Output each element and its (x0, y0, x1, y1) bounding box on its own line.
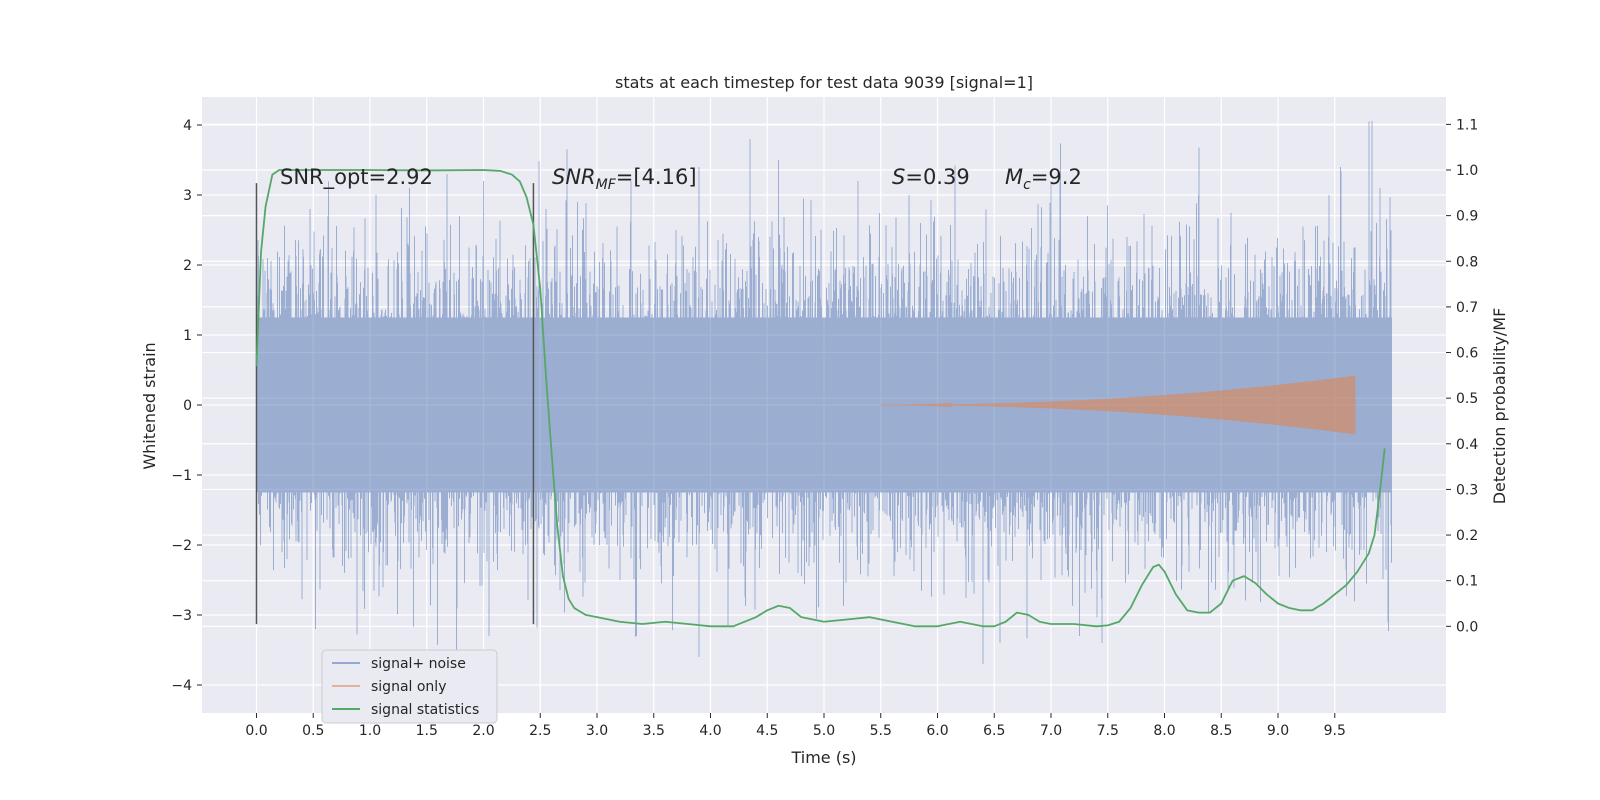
x-tick-label: 2.5 (529, 723, 551, 739)
legend-label-signal-only: signal only (371, 679, 446, 695)
x-tick-label: 0.5 (302, 723, 324, 739)
legend: signal+ noise signal only signal statist… (321, 649, 498, 724)
y-tick-label: 3 (183, 188, 192, 204)
annotation-s-symbol: S (892, 165, 905, 189)
y-tick-label: −3 (171, 608, 192, 624)
x-axis-label: Time (s) (790, 748, 856, 767)
y-tick-label: −4 (171, 678, 192, 694)
series-signal-only (880, 375, 1356, 435)
x-tick-label: 8.0 (1153, 723, 1175, 739)
y-tick-label: 0 (183, 398, 192, 414)
x-tick-label: 5.5 (870, 723, 892, 739)
y-tick-label: −1 (171, 468, 192, 484)
x-tick-label: 4.5 (756, 723, 778, 739)
y2-tick-label: 1.0 (1456, 163, 1478, 179)
annotation-snr-opt: SNR_opt=2.92 (280, 165, 433, 190)
x-tick-label: 7.5 (1097, 723, 1119, 739)
y-tick-label: 1 (183, 328, 192, 344)
series-signal-statistics (255, 169, 1386, 628)
x-tick-label: 6.0 (926, 723, 948, 739)
y-tick-label: −2 (171, 538, 192, 554)
y2-tick-label: 0.0 (1456, 619, 1478, 635)
legend-box (321, 649, 498, 724)
y2-tick-label: 0.3 (1456, 482, 1478, 498)
y-axis-label: Whitened strain (140, 342, 159, 469)
y2-ticks: 0.0 0.1 0.2 0.3 0.4 0.5 0.6 0.7 0.8 0.9 1.0 1.1 (1446, 117, 1478, 635)
x-tick-label: 9.0 (1267, 723, 1289, 739)
legend-label-signal-statistics: signal statistics (371, 702, 479, 718)
signal-only-trace (880, 375, 1356, 435)
y2-tick-label: 0.8 (1456, 254, 1478, 270)
x-tick-label: 3.0 (586, 723, 608, 739)
marker-lines (255, 183, 535, 625)
y-ticks: −4 −3 −2 −1 0 1 2 3 4 (171, 118, 202, 694)
annotation-snr-mf: SNRMF=[4.16] (552, 165, 697, 193)
y-tick-label: 4 (183, 118, 192, 134)
x-tick-label: 3.5 (643, 723, 665, 739)
x-tick-label: 9.5 (1324, 723, 1346, 739)
x-tick-label: 1.5 (416, 723, 438, 739)
annotation-mc-symbol: M (1005, 165, 1023, 189)
annotation-mc: Mc=9.2 (1005, 165, 1082, 193)
y2-tick-label: 0.7 (1456, 300, 1478, 316)
annotation-s: S=0.39 (892, 165, 970, 189)
y-tick-label: 2 (183, 258, 192, 274)
chart-title: stats at each timestep for test data 903… (615, 73, 1033, 92)
annotation-snr-mf-value: =[4.16] (616, 165, 697, 189)
x-tick-label: 6.5 (983, 723, 1005, 739)
y2-tick-label: 0.6 (1456, 346, 1478, 362)
y2-tick-label: 0.5 (1456, 391, 1478, 407)
x-tick-label: 1.0 (359, 723, 381, 739)
y2-tick-label: 1.1 (1456, 117, 1478, 133)
annotation-mc-sub: c (1023, 177, 1031, 193)
x-tick-label: 2.0 (472, 723, 494, 739)
x-tick-label: 7.0 (1040, 723, 1062, 739)
y2-tick-label: 0.9 (1456, 209, 1478, 225)
annotation-mc-value: =9.2 (1031, 165, 1082, 189)
y2-tick-label: 0.4 (1456, 437, 1478, 453)
y2-axis-label: Detection probability/MF (1490, 308, 1509, 505)
x-tick-label: 5.0 (813, 723, 835, 739)
annotation-snr-mf-sub: MF (596, 177, 617, 193)
annotation-s-value: =0.39 (905, 165, 969, 189)
y2-tick-label: 0.2 (1456, 528, 1478, 544)
y2-tick-label: 0.1 (1456, 574, 1478, 590)
x-tick-label: 8.5 (1210, 723, 1232, 739)
x-ticks: 0.0 0.5 1.0 1.5 2.0 2.5 3.0 3.5 4.0 4.5 5.0 5.5 6.0 6… (245, 713, 1346, 739)
legend-label-signal-noise: signal+ noise (371, 656, 466, 672)
signal-statistics-line (255, 169, 1386, 628)
annotation-snr-mf-base: SNR (552, 165, 596, 189)
x-tick-label: 4.0 (699, 723, 721, 739)
x-tick-label: 0.0 (245, 723, 267, 739)
